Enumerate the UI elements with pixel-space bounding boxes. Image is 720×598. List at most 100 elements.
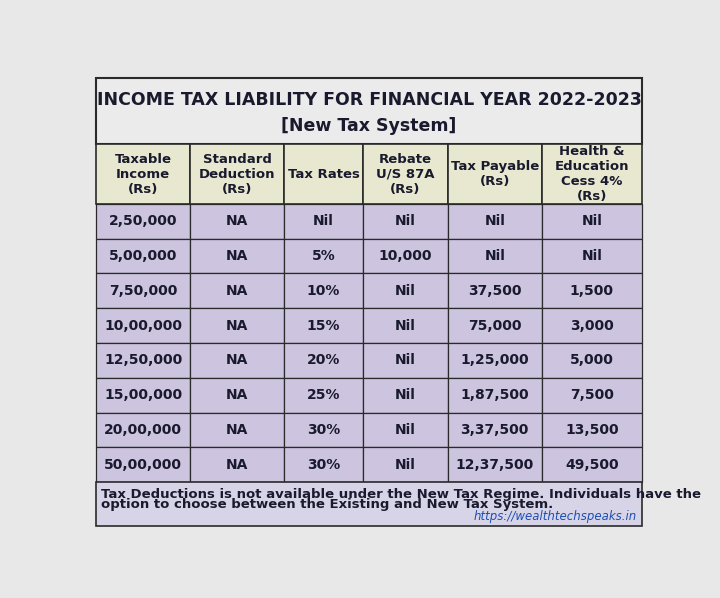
Text: Nil: Nil: [395, 423, 416, 437]
Bar: [363, 308, 448, 343]
Bar: [541, 239, 642, 273]
Bar: [96, 378, 190, 413]
Text: NA: NA: [226, 353, 248, 367]
Bar: [541, 413, 642, 447]
Bar: [448, 308, 541, 343]
Text: Rebate
U/S 87A
(Rs): Rebate U/S 87A (Rs): [376, 152, 435, 196]
Text: NA: NA: [226, 319, 248, 332]
Bar: [190, 308, 284, 343]
Bar: [448, 204, 541, 239]
Bar: [541, 308, 642, 343]
Text: Tax Payable
(Rs): Tax Payable (Rs): [451, 160, 539, 188]
Text: 12,50,000: 12,50,000: [104, 353, 182, 367]
Bar: [96, 78, 642, 144]
Bar: [448, 273, 541, 308]
Text: Nil: Nil: [313, 214, 334, 228]
Bar: [96, 413, 190, 447]
Text: 2,50,000: 2,50,000: [109, 214, 177, 228]
Bar: [96, 308, 190, 343]
Text: Taxable
Income
(Rs): Taxable Income (Rs): [114, 152, 171, 196]
Text: 10,00,000: 10,00,000: [104, 319, 182, 332]
Text: 75,000: 75,000: [468, 319, 521, 332]
Text: 10,000: 10,000: [379, 249, 432, 263]
Bar: [363, 378, 448, 413]
Text: https://wealthtechspeaks.in: https://wealthtechspeaks.in: [474, 510, 637, 523]
Text: 12,37,500: 12,37,500: [456, 457, 534, 472]
Bar: [541, 144, 642, 204]
Text: 5%: 5%: [312, 249, 336, 263]
Text: 1,500: 1,500: [570, 284, 613, 298]
Bar: [190, 447, 284, 482]
Text: NA: NA: [226, 423, 248, 437]
Bar: [363, 447, 448, 482]
Text: Nil: Nil: [395, 388, 416, 402]
Bar: [284, 204, 363, 239]
Bar: [363, 144, 448, 204]
Bar: [363, 204, 448, 239]
Bar: [190, 144, 284, 204]
Bar: [363, 343, 448, 378]
Bar: [284, 447, 363, 482]
Bar: [96, 482, 642, 526]
Bar: [96, 239, 190, 273]
Bar: [541, 343, 642, 378]
Text: Nil: Nil: [485, 249, 505, 263]
Text: 30%: 30%: [307, 457, 340, 472]
Text: 1,87,500: 1,87,500: [461, 388, 529, 402]
Bar: [284, 273, 363, 308]
Text: Nil: Nil: [395, 457, 416, 472]
Text: 15,00,000: 15,00,000: [104, 388, 182, 402]
Text: Nil: Nil: [395, 284, 416, 298]
Bar: [190, 204, 284, 239]
Text: Nil: Nil: [581, 214, 602, 228]
Bar: [448, 144, 541, 204]
Bar: [284, 378, 363, 413]
Text: NA: NA: [226, 388, 248, 402]
Bar: [363, 273, 448, 308]
Bar: [190, 239, 284, 273]
Text: NA: NA: [226, 457, 248, 472]
Text: NA: NA: [226, 284, 248, 298]
Text: 10%: 10%: [307, 284, 341, 298]
Bar: [190, 378, 284, 413]
Bar: [363, 239, 448, 273]
Bar: [541, 447, 642, 482]
Text: 20%: 20%: [307, 353, 341, 367]
Text: 30%: 30%: [307, 423, 340, 437]
Text: NA: NA: [226, 214, 248, 228]
Text: 7,500: 7,500: [570, 388, 613, 402]
Bar: [96, 343, 190, 378]
Text: 1,25,000: 1,25,000: [461, 353, 529, 367]
Bar: [284, 144, 363, 204]
Text: 3,37,500: 3,37,500: [461, 423, 529, 437]
Text: option to choose between the Existing and New Tax System.: option to choose between the Existing an…: [101, 499, 553, 511]
Bar: [284, 239, 363, 273]
Text: 5,00,000: 5,00,000: [109, 249, 177, 263]
Bar: [541, 204, 642, 239]
Text: Standard
Deduction
(Rs): Standard Deduction (Rs): [199, 152, 275, 196]
Text: 13,500: 13,500: [565, 423, 618, 437]
Text: 25%: 25%: [307, 388, 341, 402]
Bar: [541, 273, 642, 308]
Text: Health &
Education
Cess 4%
(Rs): Health & Education Cess 4% (Rs): [554, 145, 629, 203]
Bar: [96, 273, 190, 308]
Text: NA: NA: [226, 249, 248, 263]
Text: [New Tax System]: [New Tax System]: [282, 117, 456, 135]
Text: Nil: Nil: [395, 214, 416, 228]
Text: 50,00,000: 50,00,000: [104, 457, 182, 472]
Bar: [96, 447, 190, 482]
Text: 7,50,000: 7,50,000: [109, 284, 177, 298]
Bar: [284, 308, 363, 343]
Text: Nil: Nil: [395, 319, 416, 332]
Text: 20,00,000: 20,00,000: [104, 423, 182, 437]
Text: Tax Rates: Tax Rates: [287, 167, 359, 181]
Text: 5,000: 5,000: [570, 353, 613, 367]
Bar: [190, 273, 284, 308]
Text: 37,500: 37,500: [468, 284, 521, 298]
Bar: [541, 378, 642, 413]
Bar: [284, 343, 363, 378]
Bar: [284, 413, 363, 447]
Bar: [448, 343, 541, 378]
Text: 49,500: 49,500: [565, 457, 618, 472]
Bar: [448, 239, 541, 273]
